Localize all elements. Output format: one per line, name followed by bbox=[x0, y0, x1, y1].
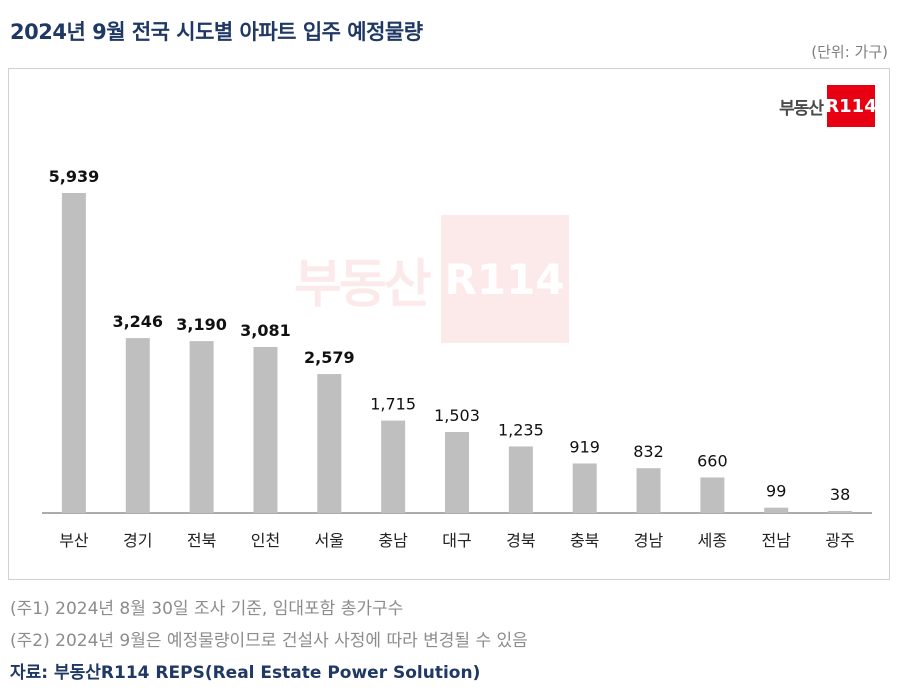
x-tick-label-경기: 경기 bbox=[123, 531, 152, 550]
data-label-세종: 660 bbox=[697, 451, 728, 470]
x-tick-label-부산: 부산 bbox=[59, 531, 89, 550]
data-label-광주: 38 bbox=[830, 485, 850, 504]
x-tick-label-충남: 충남 bbox=[378, 531, 408, 550]
bar-chart: 5,939 부산 3,246 경기 3,190 전북 3,081 인천 2,579 서울 1,715… bbox=[42, 167, 872, 550]
unit-label: (단위: 가구) bbox=[811, 43, 888, 61]
x-tick-label-경북: 경북 bbox=[506, 531, 535, 550]
watermark-text: 부동산 bbox=[294, 254, 432, 315]
bar-대구 bbox=[445, 432, 469, 513]
bar-충남 bbox=[381, 420, 406, 513]
bar-광주 bbox=[828, 510, 853, 513]
brand-logo: 부동산 R114 bbox=[779, 85, 877, 127]
logo-box: R114 bbox=[825, 85, 877, 127]
data-label-경북: 1,235 bbox=[498, 420, 544, 439]
x-tick-label-세종: 세종 bbox=[698, 531, 727, 550]
data-label-경남: 832 bbox=[633, 442, 664, 461]
data-label-경기: 3,246 bbox=[112, 312, 163, 331]
data-label-인천: 3,081 bbox=[240, 321, 291, 340]
x-tick-label-전북: 전북 bbox=[187, 531, 216, 550]
bar-경북 bbox=[508, 446, 533, 513]
bar-전북 bbox=[189, 341, 214, 513]
chart-title: 2024년 9월 전국 시도별 아파트 입주 예정물량 bbox=[10, 20, 423, 44]
logo-text: 부동산 bbox=[779, 98, 824, 119]
data-label-부산: 5,939 bbox=[49, 167, 100, 186]
data-label-대구: 1,503 bbox=[434, 406, 480, 425]
data-label-전남: 99 bbox=[766, 482, 786, 501]
watermark: 부동산 R114 bbox=[294, 215, 569, 343]
x-tick-label-충북: 충북 bbox=[570, 531, 599, 550]
x-tick-label-광주: 광주 bbox=[825, 531, 854, 550]
bar-전남 bbox=[764, 507, 789, 513]
footnote-1: (주1) 2024년 8월 30일 조사 기준, 임대포함 총가구수 bbox=[10, 599, 404, 619]
x-tick-label-경남: 경남 bbox=[634, 531, 664, 550]
data-label-전북: 3,190 bbox=[176, 315, 227, 334]
data-label-충북: 919 bbox=[569, 437, 600, 456]
watermark-box: R114 bbox=[440, 215, 569, 343]
x-tick-label-대구: 대구 bbox=[442, 531, 471, 550]
x-tick-label-전남: 전남 bbox=[762, 531, 792, 550]
chart-panel: 부동산 R114 부동산 R114 5,939 부산 3,246 경기 3,190 전북 3… bbox=[8, 68, 890, 580]
bar-세종 bbox=[700, 477, 725, 513]
bar-인천 bbox=[253, 346, 278, 513]
data-label-충남: 1,715 bbox=[370, 395, 416, 414]
bar-경남 bbox=[636, 468, 661, 513]
source-note: 자료: 부동산R114 REPS(Real Estate Power Solut… bbox=[10, 663, 481, 683]
x-tick-label-인천: 인천 bbox=[251, 531, 280, 550]
bar-경기 bbox=[125, 338, 150, 513]
bar-충북 bbox=[572, 463, 597, 513]
footnote-2: (주2) 2024년 9월은 예정물량이므로 건설사 사정에 따라 변경될 수 … bbox=[10, 631, 528, 651]
bar-서울 bbox=[317, 374, 342, 513]
bar-부산 bbox=[61, 193, 86, 513]
data-label-서울: 2,579 bbox=[304, 348, 355, 367]
x-tick-label-서울: 서울 bbox=[315, 531, 344, 550]
